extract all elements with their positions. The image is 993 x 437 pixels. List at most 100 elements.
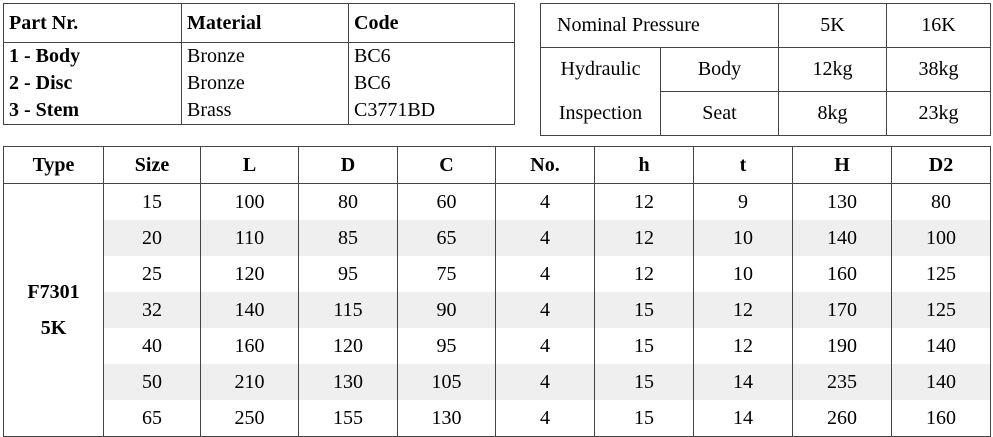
type-label: 5K bbox=[40, 317, 67, 339]
header-cell: Part Nr. bbox=[3, 3, 182, 43]
cell: 60 bbox=[397, 183, 496, 220]
cell: BC6 bbox=[348, 70, 515, 97]
header-cell: C bbox=[397, 146, 496, 184]
header-row: Nominal Pressure 5K 16K bbox=[539, 3, 992, 48]
cell: 12 bbox=[594, 183, 694, 220]
data-row: 25 120 95 75 4 12 10 160 125 bbox=[4, 256, 991, 292]
cell: 9 bbox=[693, 183, 793, 220]
cell: C3771BD bbox=[348, 97, 515, 125]
cell: Bronze bbox=[181, 42, 349, 70]
cell: 15 bbox=[594, 400, 694, 437]
cell: 160 bbox=[792, 256, 892, 292]
header-cell: Code bbox=[348, 3, 515, 43]
cell: 140 bbox=[792, 220, 892, 256]
cell: 4 bbox=[495, 328, 595, 364]
cell: 4 bbox=[495, 292, 595, 328]
cell: 115 bbox=[298, 292, 398, 328]
cell: Brass bbox=[181, 97, 349, 125]
cell: 155 bbox=[298, 400, 398, 437]
header-cell: H bbox=[792, 146, 892, 184]
part-row: 3 - Stem Brass C3771BD bbox=[3, 97, 515, 125]
cell: 38kg bbox=[886, 47, 992, 92]
cell: 12kg bbox=[778, 47, 888, 92]
header-cell: Nominal Pressure bbox=[539, 3, 780, 48]
cell: 90 bbox=[397, 292, 496, 328]
cell: 12 bbox=[594, 256, 694, 292]
cell: 8kg bbox=[778, 91, 888, 136]
cell: 160 bbox=[891, 400, 991, 437]
cell: 125 bbox=[891, 256, 991, 292]
header-cell: No. bbox=[495, 146, 595, 184]
header-cell: D bbox=[298, 146, 398, 184]
cell: 105 bbox=[397, 364, 496, 400]
cell: 12 bbox=[594, 220, 694, 256]
header-cell: h bbox=[594, 146, 694, 184]
cell: 110 bbox=[200, 220, 299, 256]
cell: 235 bbox=[792, 364, 892, 400]
cell: 15 bbox=[594, 328, 694, 364]
header-cell: Size bbox=[103, 146, 201, 184]
cell: 14 bbox=[693, 364, 793, 400]
cell: 4 bbox=[495, 183, 595, 220]
cell: 65 bbox=[397, 220, 496, 256]
cell: 170 bbox=[792, 292, 892, 328]
header-cell: 5K bbox=[778, 3, 888, 48]
parts-table: Part Nr. Material Code 1 - Body Bronze BC6 2 -… bbox=[3, 3, 515, 125]
cell: 130 bbox=[792, 183, 892, 220]
cell: 15 bbox=[103, 183, 201, 220]
cell: 130 bbox=[298, 364, 398, 400]
cell: 12 bbox=[693, 328, 793, 364]
cell: 160 bbox=[200, 328, 299, 364]
test-label: Hydraulic bbox=[540, 47, 661, 92]
data-row: 40 160 120 95 4 15 12 190 140 bbox=[4, 328, 991, 364]
data-row: 50 210 130 105 4 15 14 235 140 bbox=[4, 364, 991, 400]
pressure-row: Hydraulic Body 12kg 38kg bbox=[540, 47, 992, 92]
pressure-row: Inspection Seat 8kg 23kg bbox=[540, 91, 992, 136]
cell: Bronze bbox=[181, 70, 349, 97]
cell: 190 bbox=[792, 328, 892, 364]
cell: 50 bbox=[103, 364, 201, 400]
cell: 210 bbox=[200, 364, 299, 400]
cell: 120 bbox=[298, 328, 398, 364]
header-cell: Material bbox=[181, 3, 349, 43]
type-label: F7301 bbox=[27, 281, 80, 303]
cell: 2 - Disc bbox=[3, 70, 182, 97]
test-label: Inspection bbox=[540, 91, 661, 136]
cell: 140 bbox=[200, 292, 299, 328]
header-cell: L bbox=[200, 146, 299, 184]
cell: 125 bbox=[891, 292, 991, 328]
cell: 85 bbox=[298, 220, 398, 256]
cell: 250 bbox=[200, 400, 299, 437]
header-cell: t bbox=[693, 146, 793, 184]
cell: 65 bbox=[103, 400, 201, 437]
header-row: Part Nr. Material Code bbox=[3, 3, 515, 43]
cell: Body bbox=[659, 47, 780, 92]
data-row: 65 250 155 130 4 15 14 260 160 bbox=[4, 400, 991, 437]
cell: 3 - Stem bbox=[3, 97, 182, 125]
cell: 15 bbox=[594, 292, 694, 328]
cell: 4 bbox=[495, 220, 595, 256]
cell: 4 bbox=[495, 400, 595, 437]
cell: 140 bbox=[891, 328, 991, 364]
cell: 130 bbox=[397, 400, 496, 437]
cell: BC6 bbox=[348, 42, 515, 70]
cell: 14 bbox=[693, 400, 793, 437]
cell: 100 bbox=[891, 220, 991, 256]
cell: 100 bbox=[200, 183, 299, 220]
cell: 4 bbox=[495, 256, 595, 292]
cell: 75 bbox=[397, 256, 496, 292]
header-row: Type Size L D C No. h t H D2 bbox=[3, 146, 991, 184]
dimensions-table: Type Size L D C No. h t H D2 F7301 5K 15 100 80 60 4 12 9 1… bbox=[3, 146, 991, 437]
cell: 40 bbox=[103, 328, 201, 364]
cell: 80 bbox=[891, 183, 991, 220]
cell: 140 bbox=[891, 364, 991, 400]
cell: 4 bbox=[495, 364, 595, 400]
cell: 25 bbox=[103, 256, 201, 292]
cell: 120 bbox=[200, 256, 299, 292]
cell: Seat bbox=[659, 91, 780, 136]
cell: 80 bbox=[298, 183, 398, 220]
cell: 1 - Body bbox=[3, 42, 182, 70]
cell: 95 bbox=[298, 256, 398, 292]
cell: 10 bbox=[693, 220, 793, 256]
